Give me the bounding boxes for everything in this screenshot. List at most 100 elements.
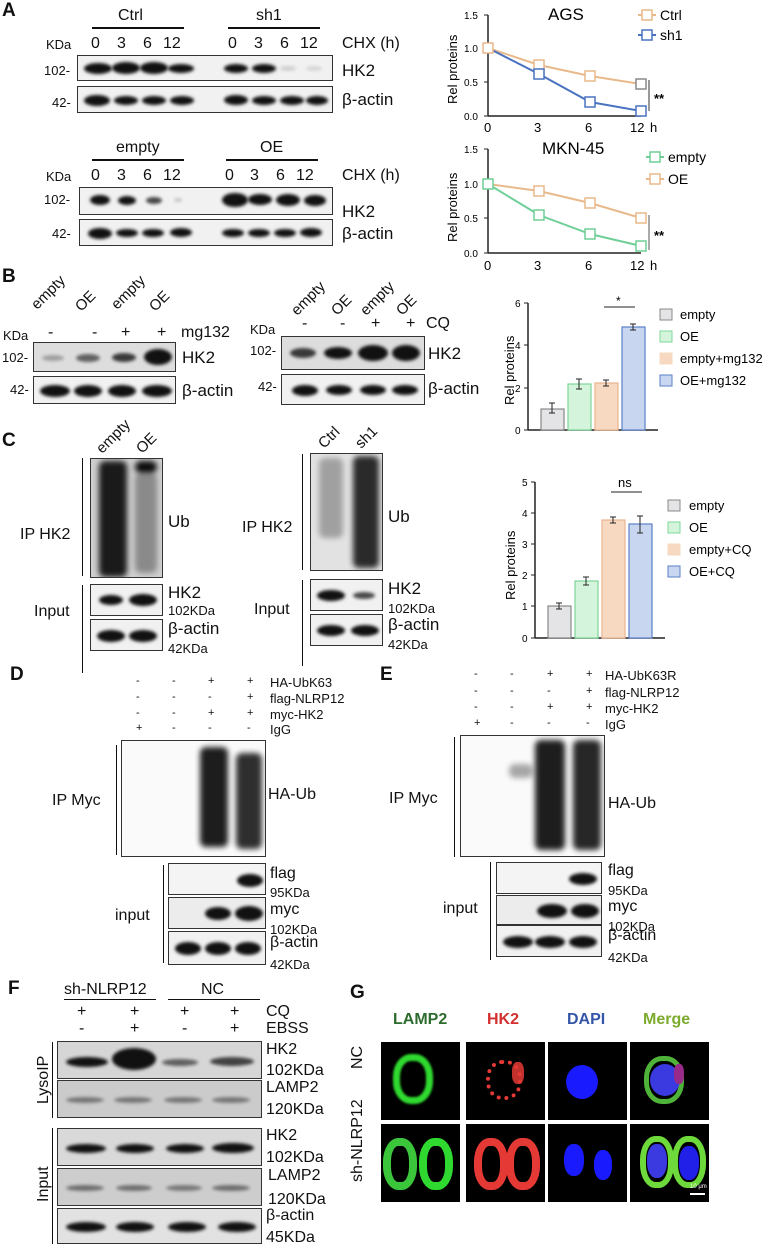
condition-label: HA-UbK63R (605, 668, 677, 683)
sign: - (172, 707, 176, 719)
condition-label: IgG (270, 722, 291, 737)
lane-label: 3 (117, 35, 126, 52)
hk2-blot (79, 187, 333, 215)
row-label: myc (608, 898, 638, 915)
svg-text:1.5: 1.5 (464, 145, 478, 156)
sign: + (586, 668, 593, 680)
kda-marker: 102- (250, 343, 277, 358)
svg-text:2: 2 (515, 384, 521, 395)
svg-text:OE: OE (680, 329, 699, 344)
sign: + (230, 1003, 240, 1020)
row-label: Ub (388, 507, 410, 526)
sign: + (247, 707, 254, 719)
kda-header: KDa (250, 322, 276, 337)
condition-label: myc-HK2 (270, 707, 324, 722)
lane-label: 0 (225, 167, 234, 184)
svg-text:OE: OE (668, 171, 688, 187)
actin-blot (33, 376, 176, 404)
group-label: NC (201, 981, 225, 998)
kda-marker: 102- (2, 350, 29, 365)
condition-label: HA-UbK63 (270, 675, 333, 690)
lane-label: OE (145, 287, 174, 315)
lane-label: 3 (117, 167, 126, 184)
sign: + (130, 1020, 140, 1037)
flag-input-blot (168, 863, 266, 895)
kda-marker: 42- (10, 382, 29, 397)
row-label: HK2 (182, 348, 216, 367)
sign: - (510, 717, 514, 729)
svg-text:Rel proteins: Rel proteins (445, 34, 460, 104)
myc-input-blot (496, 895, 602, 925)
channel-label: Merge (643, 1011, 691, 1028)
condition-label: CQ (266, 1003, 290, 1020)
sign: + (586, 701, 593, 713)
ub-blot (310, 453, 383, 571)
sign: - (547, 717, 551, 729)
lane-label: 6 (143, 35, 152, 52)
svg-text:12: 12 (630, 258, 644, 270)
input-label: Input (254, 601, 290, 618)
kda-label: 95KDa (270, 885, 310, 900)
actin-blot (77, 86, 333, 113)
svg-text:**: ** (654, 228, 665, 243)
lane-label: 3 (254, 35, 263, 52)
kda-label: 102KDa (168, 603, 215, 618)
kda-label: 102KDa (266, 1149, 324, 1166)
actin-input-blot (90, 619, 163, 651)
lane-label: 6 (280, 35, 289, 52)
input-label: input (115, 907, 150, 924)
kda-marker: 102- (44, 192, 71, 207)
treatment-label: CHX (h) (342, 35, 400, 52)
lane-label: sh1 (351, 422, 382, 452)
lane-label: 0 (91, 167, 100, 184)
svg-text:empty: empty (668, 149, 706, 165)
treatment-sign: - (302, 315, 308, 332)
sign: + (136, 722, 143, 734)
actin-blot (79, 219, 333, 246)
panel-b-bar-chart: Rel proteins 6 4 2 0 * empty OE empty+mg… (502, 294, 763, 435)
sign: - (247, 722, 251, 734)
kda-label: 102KDa (266, 1062, 324, 1079)
input-label: input (443, 900, 478, 917)
flag-input-blot (496, 862, 602, 894)
channel-label: HK2 (487, 1011, 520, 1028)
sign: - (172, 722, 176, 734)
lane-label: OE (71, 287, 100, 315)
svg-text:3: 3 (534, 120, 541, 135)
kda-label: 95KDa (608, 883, 648, 898)
svg-text:4: 4 (515, 341, 521, 352)
ha-ub-blot (460, 735, 605, 857)
svg-text:OE+mg132: OE+mg132 (680, 373, 746, 388)
treatment-label: mg132 (181, 324, 230, 341)
svg-text:Rel proteins: Rel proteins (502, 335, 517, 405)
svg-text:1.0: 1.0 (464, 180, 478, 191)
sign: + (230, 1020, 240, 1037)
actin-input-blot (496, 925, 602, 957)
ub-blot (90, 458, 163, 578)
sign: + (247, 675, 254, 687)
svg-text:0: 0 (515, 426, 521, 435)
lysoip-hk2-blot (57, 1041, 262, 1079)
treatment-sign: + (121, 324, 131, 341)
group-label: OE (260, 139, 284, 156)
sign: + (208, 707, 215, 719)
svg-text:6: 6 (585, 258, 592, 270)
lane-label: 6 (143, 167, 152, 184)
row-label: Ub (168, 512, 190, 531)
hk2-blot (33, 342, 176, 372)
svg-text:0: 0 (484, 120, 491, 135)
row-label: sh-NLRP12 (349, 1099, 366, 1182)
chart-title: AGS (548, 5, 584, 24)
panel-label-b: B (2, 266, 16, 287)
lane-label: empty (92, 416, 134, 457)
nc-hk2-image (466, 1042, 545, 1120)
lane-label: 12 (296, 167, 314, 184)
panel-label-e: E (380, 664, 393, 685)
row-label: HK2 (266, 1041, 298, 1058)
row-label: HK2 (168, 583, 202, 602)
svg-text:h: h (650, 120, 657, 135)
svg-text:empty: empty (689, 498, 725, 513)
scale-bar (690, 1193, 705, 1195)
row-label: β-actin (266, 1207, 315, 1224)
panel-a-line-charts: AGS 1.5 1.0 0.5 0.0 0 3 6 12 h Rel prote… (445, 5, 706, 270)
